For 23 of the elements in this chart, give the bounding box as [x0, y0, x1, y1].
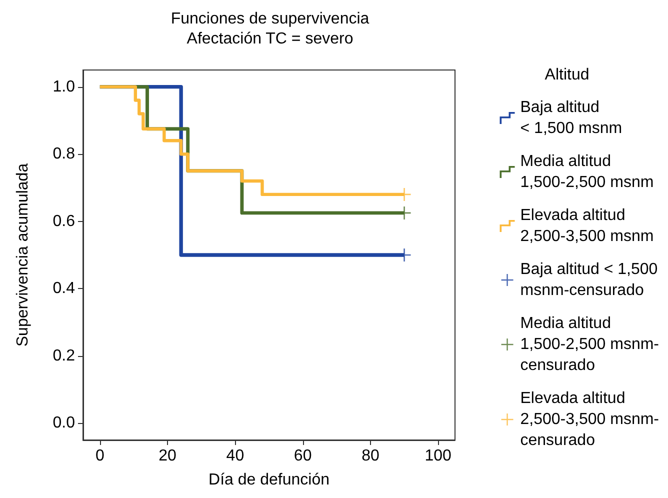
x-tick-label: 100 — [424, 448, 452, 464]
chart-title: Funciones de supervivencia — [170, 10, 370, 28]
y-tick-label: 0.4 — [52, 280, 76, 298]
x-tick-label: 20 — [158, 448, 177, 464]
y-tick-label: 0.0 — [52, 414, 76, 432]
x-tick-label: 0 — [95, 448, 104, 464]
y-tick-label: 1.0 — [52, 78, 76, 96]
x-axis-title: Día de defunción — [208, 472, 330, 488]
legend-label: Media altitud 1,500-2,500 msnm- censurado — [520, 315, 659, 374]
legend-label: Elevada altitud 2,500-3,500 msnm — [520, 207, 654, 245]
legend-label: Media altitud 1,500-2,500 msnm — [520, 153, 654, 191]
chart-subtitle: Afectación TC = severo — [186, 30, 354, 48]
x-tick-label: 40 — [226, 448, 244, 464]
x-tick-label: 60 — [294, 448, 312, 464]
x-tick-label: 80 — [362, 448, 380, 464]
y-tick-label: 0.2 — [52, 347, 76, 364]
legend-label: Baja altitud < 1,500 msnm-censurado — [520, 261, 658, 299]
legend-title: Altitud — [544, 66, 590, 84]
legend-label: Elevada altitud 2,500-3,500 msnm- censurado — [520, 390, 659, 449]
legend-label: Baja altitud < 1,500 msnm — [520, 99, 622, 137]
y-axis-title: Supervivencia acumulada — [14, 163, 32, 347]
y-tick-label: 0.8 — [52, 146, 76, 163]
y-tick-label: 0.6 — [52, 212, 76, 230]
